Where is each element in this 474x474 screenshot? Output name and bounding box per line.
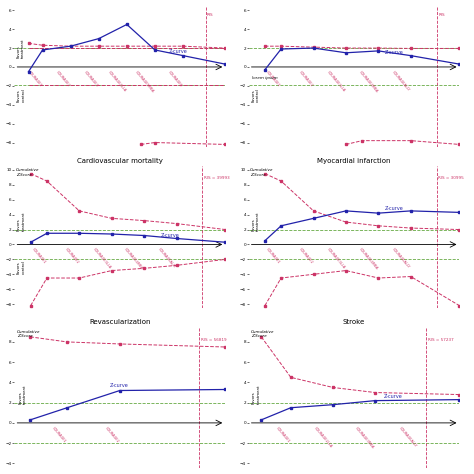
- Text: COURAGE1: COURAGE1: [27, 70, 43, 88]
- Text: COURAGE1: COURAGE1: [31, 246, 47, 264]
- Text: RIS = 39993: RIS = 39993: [204, 175, 230, 180]
- Text: Favors
control: Favors control: [251, 88, 260, 102]
- Text: COURAGE3LLA: COURAGE3LLA: [92, 246, 112, 269]
- Title: Myocardial infarction: Myocardial infarction: [317, 158, 391, 164]
- Text: COURAGEALLY: COURAGEALLY: [392, 70, 411, 92]
- Text: COURAGEALLY: COURAGEALLY: [392, 246, 411, 269]
- Text: RIS = 30995: RIS = 30995: [438, 175, 464, 180]
- Text: COURAGE4MEA: COURAGE4MEA: [358, 246, 378, 270]
- Text: COURAGE4LLA: COURAGE4LLA: [107, 70, 127, 92]
- Text: Favors
treatment: Favors treatment: [18, 384, 27, 404]
- Text: COURAGEALLY: COURAGEALLY: [157, 246, 176, 269]
- Text: COURAGE6: COURAGE6: [167, 70, 183, 88]
- Text: COURAGE4MEA: COURAGE4MEA: [358, 70, 378, 93]
- Text: COURAGE1: COURAGE1: [51, 426, 67, 444]
- Text: Favors
control: Favors control: [17, 260, 26, 273]
- Text: COURAGE2: COURAGE2: [104, 426, 120, 444]
- Text: Cumulative
Z-Score: Cumulative Z-Score: [250, 168, 274, 177]
- Text: Z-curve: Z-curve: [385, 206, 403, 211]
- Text: Z-curve: Z-curve: [109, 383, 128, 389]
- Text: Favors
control: Favors control: [17, 88, 25, 102]
- Text: COURAGE5MEA: COURAGE5MEA: [134, 70, 155, 93]
- Text: Z-curve: Z-curve: [160, 234, 179, 238]
- Text: COURAGE1: COURAGE1: [275, 426, 291, 444]
- Title: Revascularization: Revascularization: [89, 319, 151, 325]
- Text: COURAGE2: COURAGE2: [298, 70, 313, 88]
- Text: RIS: RIS: [207, 13, 213, 17]
- Text: COURAGE3LLA: COURAGE3LLA: [326, 246, 346, 269]
- Text: COURAGE2LLA: COURAGE2LLA: [313, 426, 333, 448]
- Text: COURAGE1: COURAGE1: [265, 246, 281, 264]
- Text: RIS: RIS: [438, 13, 445, 17]
- Text: COURAGE3LLA: COURAGE3LLA: [326, 70, 346, 92]
- Text: COURAGE2: COURAGE2: [55, 70, 71, 88]
- Text: Z-curve: Z-curve: [383, 393, 402, 399]
- Text: lorem ipsum: lorem ipsum: [252, 76, 278, 80]
- Text: COURAGE1: COURAGE1: [265, 70, 281, 88]
- Text: Z-curve: Z-curve: [169, 49, 188, 54]
- Text: Favors
treatment: Favors treatment: [17, 39, 25, 58]
- Text: RIS = 56819: RIS = 56819: [201, 338, 227, 342]
- Text: COURAGE3: COURAGE3: [83, 70, 99, 88]
- Text: COURAGE2: COURAGE2: [298, 246, 313, 264]
- Text: COURAGEALLY: COURAGEALLY: [398, 426, 417, 448]
- Text: COURAGE2: COURAGE2: [64, 246, 79, 264]
- Text: Favors
treatment: Favors treatment: [251, 211, 260, 231]
- Text: COURAGE4MEA: COURAGE4MEA: [123, 246, 144, 270]
- Title: Cardiovascular mortality: Cardiovascular mortality: [77, 158, 163, 164]
- Text: Cumulative
Z-Score: Cumulative Z-Score: [16, 168, 40, 177]
- Text: COURAGE3MEA: COURAGE3MEA: [355, 426, 375, 449]
- Text: RIS = 57237: RIS = 57237: [428, 338, 454, 342]
- Text: Favors
treatment: Favors treatment: [252, 384, 261, 404]
- Title: Stroke: Stroke: [343, 319, 365, 325]
- Text: Cumulative
Z-Score: Cumulative Z-Score: [17, 329, 41, 338]
- Text: Z-curve: Z-curve: [385, 50, 403, 55]
- Text: Favors
treatment: Favors treatment: [17, 211, 26, 231]
- Text: Cumulative
Z-Score: Cumulative Z-Score: [251, 329, 274, 338]
